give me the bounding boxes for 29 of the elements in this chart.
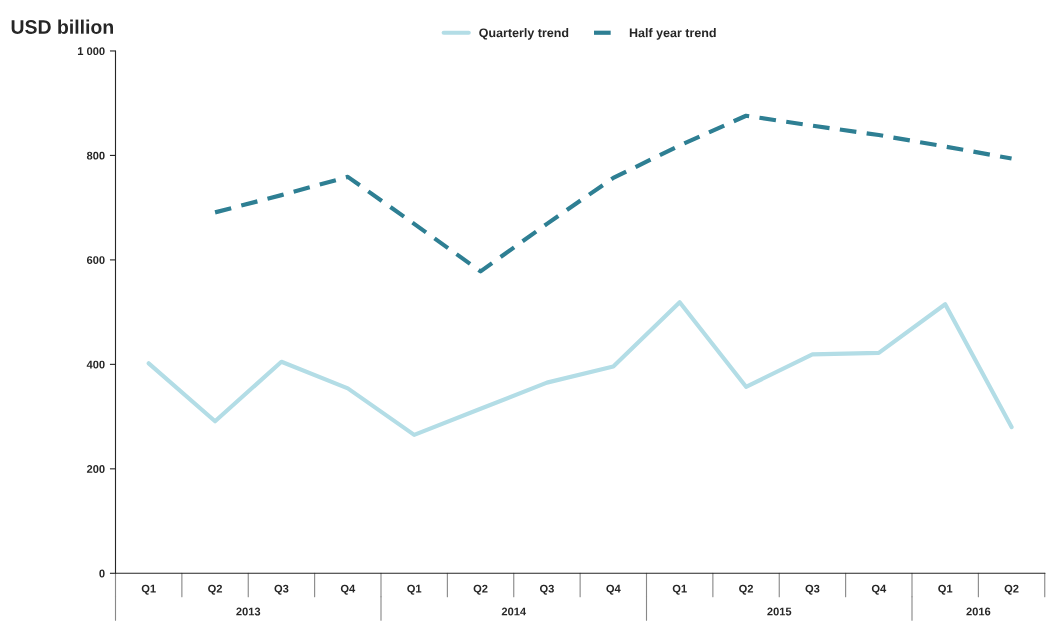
x-tick-label: Q1 (141, 584, 156, 595)
line-series (146, 300, 1014, 437)
legend-label: Half year trend (629, 28, 716, 40)
x-tick-label: Q4 (340, 584, 356, 595)
line-series (212, 113, 1014, 274)
y-tick-label: 1 000 (77, 47, 105, 56)
y-tick-label: 400 (86, 360, 105, 369)
x-tick-label: Q2 (473, 584, 488, 595)
x-tick-label: Q3 (805, 584, 820, 595)
x-tick-label: Q1 (672, 584, 687, 595)
x-tick-label: Q2 (739, 584, 754, 595)
text: 2014 (501, 607, 527, 616)
y-tick-label: 0 (99, 569, 105, 578)
x-tick-label: Q1 (407, 584, 422, 595)
x-tick-label: Q3 (539, 584, 554, 595)
x-tick-label: Q2 (1004, 584, 1019, 595)
y-tick-label: 800 (86, 151, 105, 160)
y-tick-label: 600 (86, 256, 105, 265)
x-tick-label: Q2 (208, 584, 223, 595)
text: 2013 (236, 607, 261, 616)
text: 2016 (966, 607, 991, 616)
x-tick-label: Q1 (938, 584, 953, 595)
x-tick-label: Q4 (606, 584, 621, 595)
text: 2015 (767, 607, 792, 616)
y-axis-title: USD billion (11, 19, 113, 34)
x-tick-label: Q4 (871, 584, 887, 595)
x-tick-label: Q3 (274, 584, 289, 595)
y-tick-label: 200 (86, 465, 105, 473)
legend-label: Quarterly trend (479, 28, 569, 40)
